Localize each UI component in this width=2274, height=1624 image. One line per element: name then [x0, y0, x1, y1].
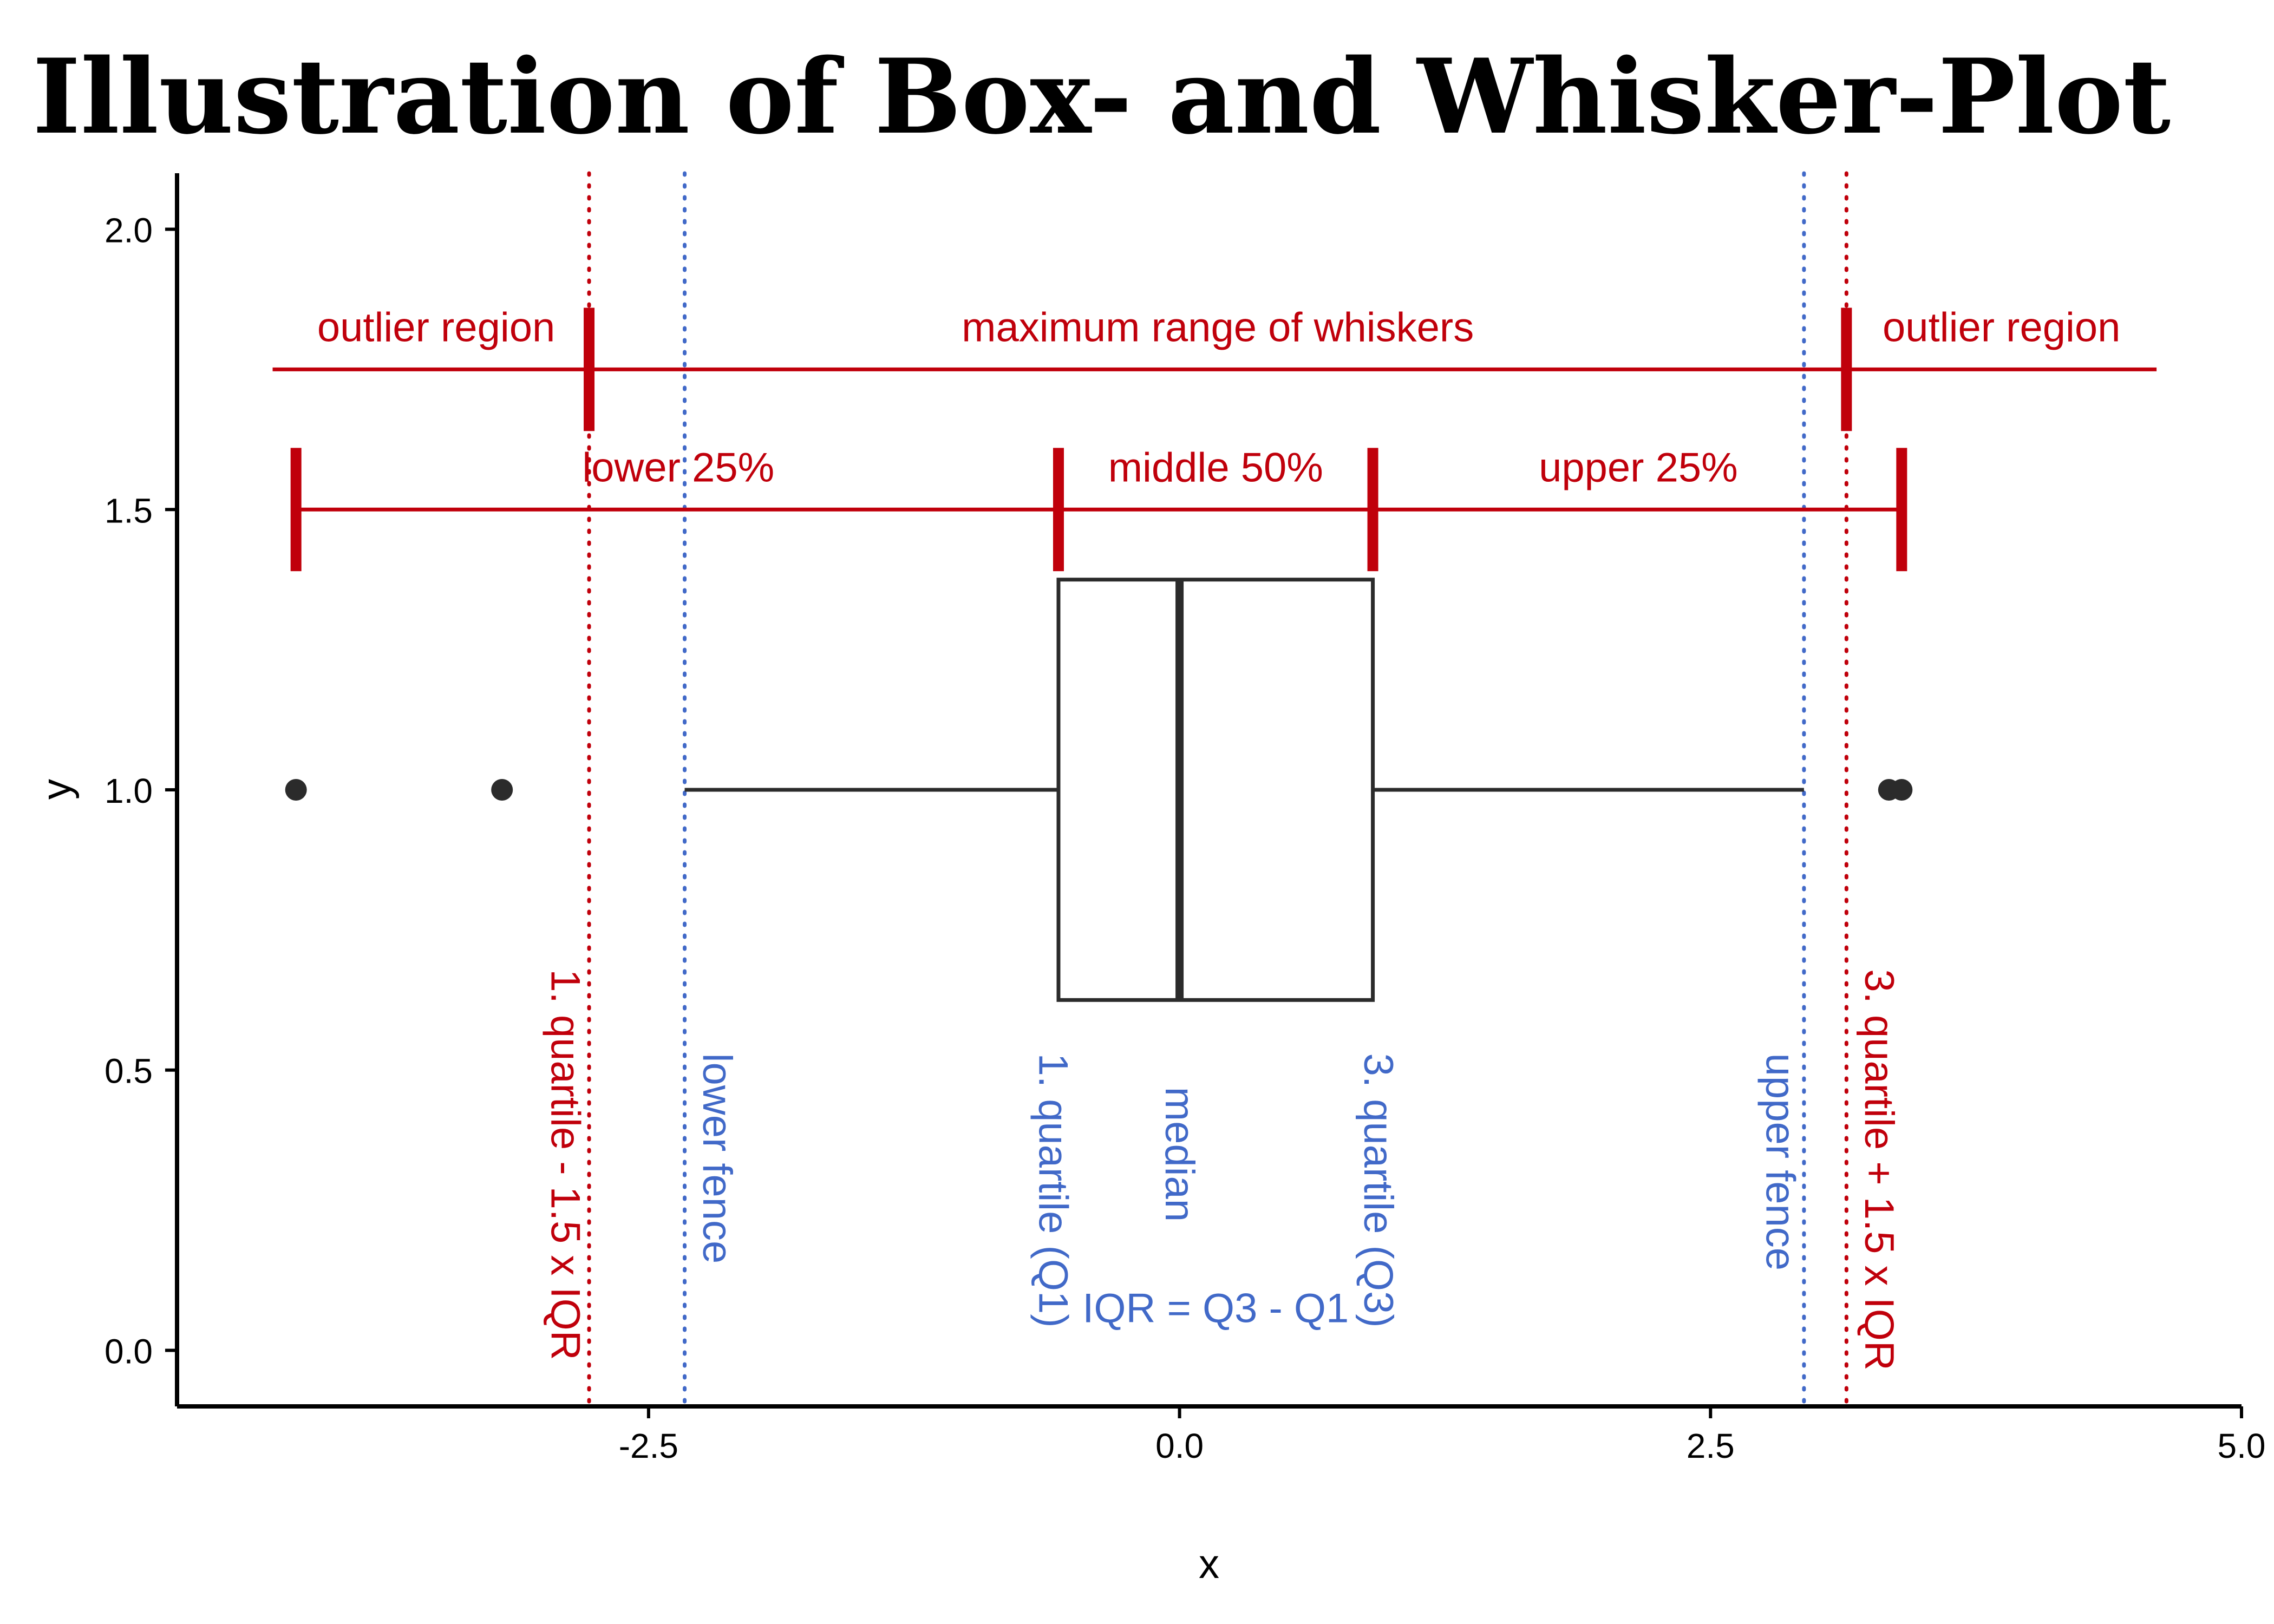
- annotation-red-2: maximum range of whiskers: [962, 305, 1474, 351]
- annotation-red-4: lower 25%: [582, 445, 774, 491]
- chart-title: Illustration of Box- and Whisker-Plot: [32, 36, 2171, 157]
- annotation-red-3: outlier region: [1883, 305, 2120, 351]
- x-tick-label-4: 5.0: [2218, 1426, 2266, 1465]
- annotation-blue-vertical-2: median: [1156, 1087, 1203, 1222]
- reference-line-label-3: upper fence: [1757, 1053, 1803, 1271]
- x-axis-label: x: [1199, 1541, 1219, 1587]
- annotation-red-6: upper 25%: [1539, 445, 1738, 491]
- x-tick-label-3: 2.5: [1687, 1426, 1735, 1465]
- x-tick-label-2: 0.0: [1155, 1426, 1204, 1465]
- y-tick-label-4: 1.5: [104, 491, 153, 530]
- annotation-blue-1: IQR = Q3 - Q1: [1082, 1286, 1349, 1332]
- y-tick-label-5: 2.0: [104, 211, 153, 250]
- outlier-point-1: [285, 779, 307, 801]
- y-tick-label-2: 0.5: [104, 1052, 153, 1091]
- annotation-blue-vertical-3: 3. quartile (Q3): [1355, 1053, 1401, 1328]
- outlier-point-4: [1891, 779, 1913, 801]
- plot-area: outlier region maximum range of whiskers o…: [104, 171, 2266, 1465]
- annotation-blue-vertical-1: 1. quartile (Q1): [1030, 1053, 1076, 1328]
- outlier-point-2: [491, 779, 513, 801]
- y-axis-label: y: [34, 779, 80, 800]
- reference-line-label-2: lower fence: [694, 1053, 740, 1264]
- annotation-red-5: middle 50%: [1108, 445, 1323, 491]
- reference-line-label-4: 3. quartile + 1.5 x IQR: [1856, 969, 1902, 1370]
- y-tick-label-1: 0.0: [104, 1332, 153, 1371]
- y-tick-label-3: 1.0: [104, 771, 153, 810]
- reference-line-label-1: 1. quartile - 1.5 x IQR: [543, 969, 589, 1360]
- annotation-red-1: outlier region: [317, 305, 555, 351]
- x-tick-label-1: -2.5: [619, 1426, 678, 1465]
- iqr-box: [1056, 578, 1375, 1002]
